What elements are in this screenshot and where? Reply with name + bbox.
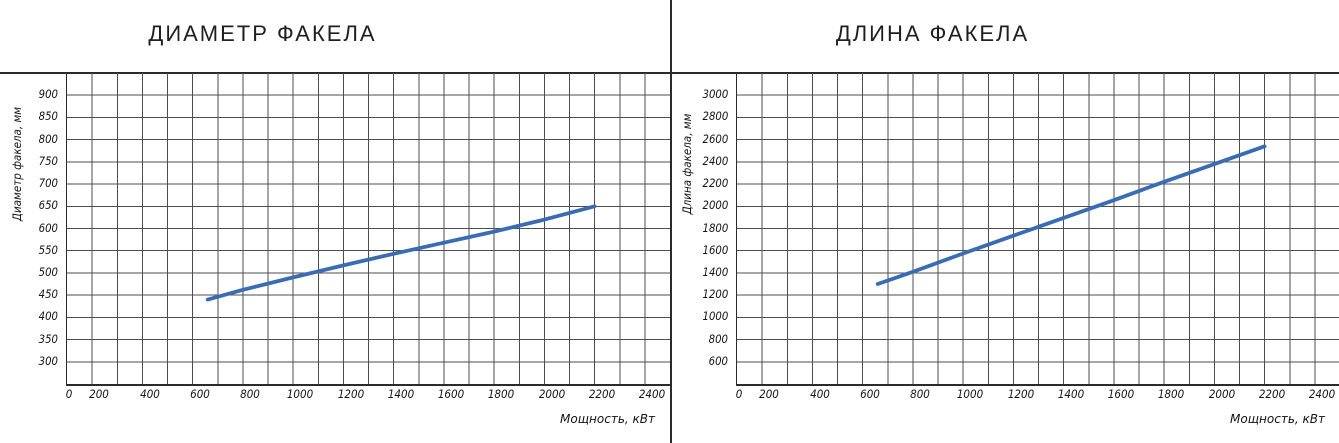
y-tick-label: 700 — [38, 176, 58, 191]
x-tick-label: 1400 — [387, 387, 414, 401]
y-tick-label: 450 — [38, 287, 58, 302]
y-tick-label: 800 — [38, 131, 58, 146]
plot-area — [736, 72, 1339, 386]
y-tick-label: 2400 — [702, 153, 728, 168]
x-axis-title: Мощность, кВт — [1230, 412, 1325, 426]
x-tick-label: 1000 — [957, 387, 984, 401]
chart-title: ДЛИНА ФАКЕЛА — [835, 21, 1030, 46]
y-tick-label: 1000 — [702, 309, 728, 324]
y-tick-labels: 3000 2800 2600 2400 2200 2000 1800 1600 1400 1200… — [670, 72, 732, 383]
y-tick-label: 2200 — [702, 176, 728, 191]
data-line — [205, 204, 597, 302]
chart-title: ДИАМЕТР ФАКЕЛА — [148, 21, 377, 46]
chart-canvas — [737, 73, 1339, 384]
x-tick-label: 2200 — [588, 387, 615, 401]
panel-divider-line — [670, 0, 672, 443]
y-tick-label: 800 — [708, 331, 728, 346]
x-tick-label: 2000 — [1208, 387, 1235, 401]
y-tick-label: 1600 — [702, 242, 728, 257]
x-tick-label: 600 — [189, 387, 210, 401]
y-tick-label: 750 — [38, 153, 58, 168]
x-tick-label: 600 — [859, 387, 880, 401]
x-tick-label: 400 — [809, 387, 830, 401]
x-tick-label: 1200 — [1007, 387, 1034, 401]
flame-length-panel: ДЛИНА ФАКЕЛА Длина факела, мм 3000 2800 26… — [670, 0, 1339, 443]
y-tick-label: 2000 — [702, 198, 728, 213]
x-tick-label: 200 — [89, 387, 110, 401]
x-tick-label: 1200 — [337, 387, 364, 401]
y-tick-label: 350 — [38, 331, 58, 346]
x-tick-label: 2000 — [538, 387, 565, 401]
x-tick-label: 800 — [910, 387, 930, 401]
plot-area — [66, 72, 671, 386]
y-tick-label: 900 — [38, 87, 58, 102]
x-tick-label: 0 — [735, 387, 743, 401]
x-tick-labels: 0 200 400 600 800 1000 1200 1400 1600 1800 2000 220… — [66, 387, 669, 403]
y-tick-label: 3000 — [702, 87, 728, 102]
y-tick-label: 550 — [38, 242, 58, 257]
x-tick-label: 200 — [759, 387, 780, 401]
chart-canvas — [67, 73, 670, 384]
y-tick-label: 600 — [708, 353, 728, 368]
x-tick-label: 1400 — [1057, 387, 1084, 401]
y-tick-label: 500 — [38, 264, 58, 279]
y-tick-label: 850 — [38, 109, 58, 124]
x-tick-label: 0 — [65, 387, 73, 401]
x-tick-label: 400 — [139, 387, 160, 401]
y-tick-labels: 900 850 800 750 700 650 600 550 500 450 400 350 300 — [0, 72, 62, 383]
y-tick-label: 300 — [38, 353, 58, 368]
x-tick-label: 2200 — [1258, 387, 1285, 401]
y-tick-label: 2800 — [702, 109, 728, 124]
y-tick-label: 1800 — [702, 220, 728, 235]
x-tick-label: 2400 — [1308, 387, 1336, 401]
x-tick-label: 2400 — [638, 387, 666, 401]
x-tick-label: 1600 — [437, 387, 465, 401]
y-tick-label: 600 — [38, 220, 58, 235]
flame-diameter-panel: ДИАМЕТР ФАКЕЛА Диаметр факела, мм 900 850… — [0, 0, 671, 443]
x-tick-label: 1800 — [488, 387, 515, 401]
y-tick-label: 650 — [38, 198, 58, 213]
x-tick-labels: 0 200 400 600 800 1000 1200 1400 1600 1800 2000 220… — [736, 387, 1339, 403]
x-axis-title: Мощность, кВт — [560, 412, 655, 426]
x-tick-label: 800 — [240, 387, 260, 401]
top-rule-line — [0, 72, 1339, 74]
x-tick-label: 1600 — [1107, 387, 1135, 401]
y-tick-label: 1400 — [702, 264, 728, 279]
y-tick-label: 400 — [38, 309, 58, 324]
x-tick-label: 1000 — [287, 387, 314, 401]
y-tick-label: 2600 — [702, 131, 728, 146]
y-tick-label: 1200 — [702, 287, 728, 302]
data-line — [875, 144, 1267, 286]
x-tick-label: 1800 — [1158, 387, 1185, 401]
